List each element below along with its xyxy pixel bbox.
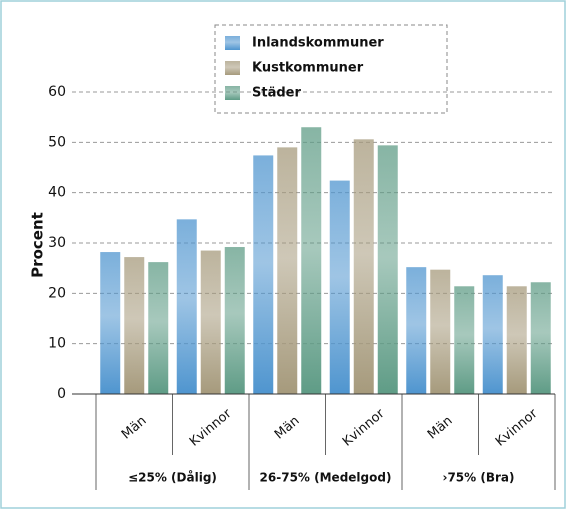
y-tick-label: 30 <box>48 235 66 251</box>
legend-label: Inlandskommuner <box>252 36 384 51</box>
x-tick-label: Kvinnor <box>493 406 541 450</box>
y-tick-label: 60 <box>48 84 66 100</box>
bar <box>124 257 145 394</box>
legend-swatch <box>225 61 240 75</box>
bar <box>406 267 427 394</box>
bar <box>530 282 551 394</box>
bar <box>200 250 221 394</box>
bar <box>224 247 245 394</box>
x-tick-label: Kvinnor <box>340 406 388 450</box>
bar <box>482 275 503 394</box>
bar <box>148 262 169 394</box>
bar <box>430 269 451 394</box>
bar <box>277 147 298 394</box>
y-tick-label: 20 <box>48 285 66 301</box>
legend-label: Kustkommuner <box>252 61 364 76</box>
bar <box>301 127 322 394</box>
y-tick-label: 40 <box>48 185 66 201</box>
bar <box>329 180 350 394</box>
bar <box>100 252 121 394</box>
y-tick-label: 10 <box>48 336 66 352</box>
bar <box>454 286 475 394</box>
x-tick-label: Män <box>119 413 150 442</box>
legend-box <box>214 24 448 114</box>
y-axis-label: Procent <box>29 212 47 278</box>
group-label: ›75% (Bra) <box>443 471 515 485</box>
legend-label: Städer <box>252 86 301 101</box>
legend-swatch <box>225 86 240 100</box>
group-label: ≤25% (Dålig) <box>128 471 217 485</box>
bar <box>253 155 274 394</box>
x-tick-label: Kvinnor <box>187 406 235 450</box>
group-label: 26-75% (Medelgod) <box>260 471 392 485</box>
bar <box>377 145 398 394</box>
bar <box>506 286 527 394</box>
x-tick-label: Män <box>425 413 456 442</box>
x-tick-label: Män <box>272 413 303 442</box>
bar <box>176 219 197 394</box>
legend-swatch <box>225 36 240 50</box>
y-tick-label: 50 <box>48 134 66 150</box>
y-tick-label: 0 <box>57 386 66 402</box>
bar <box>353 139 374 394</box>
